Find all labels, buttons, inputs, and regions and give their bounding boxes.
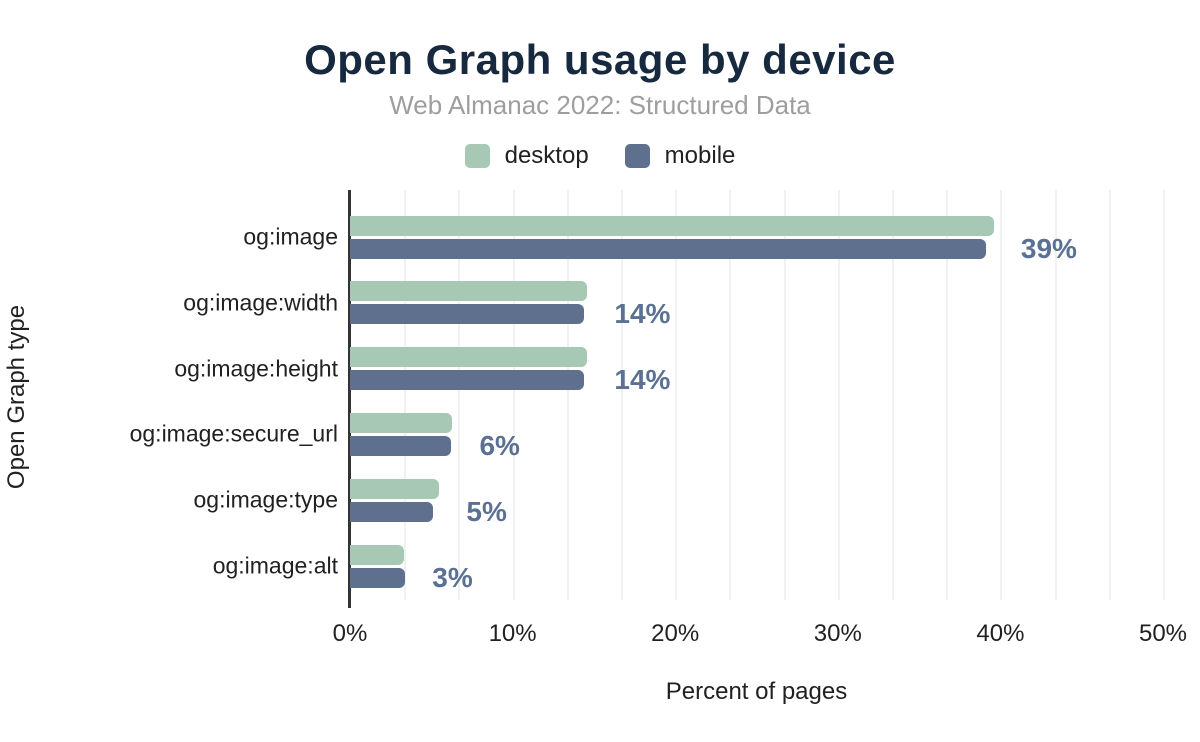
gridline — [1163, 190, 1165, 600]
desktop-bar[interactable] — [350, 544, 404, 565]
x-axis-title: Percent of pages — [665, 678, 848, 705]
x-tick-label: 0% — [332, 620, 368, 647]
mobile-bar[interactable] — [350, 304, 585, 325]
y-axis-title: Open Graph type — [3, 304, 30, 490]
x-tick-label: 50% — [1138, 620, 1188, 647]
x-tick-label: 20% — [651, 620, 700, 647]
value-label: 6% — [479, 429, 520, 461]
category-label: og:image:height — [174, 355, 338, 382]
gridline — [566, 190, 569, 600]
desktop-bar[interactable] — [350, 215, 994, 236]
gridline — [837, 190, 840, 600]
gridline — [404, 190, 407, 600]
value-label: 5% — [466, 495, 507, 527]
desktop-bar[interactable] — [350, 347, 588, 368]
gridline — [675, 190, 678, 600]
legend-label-desktop: desktop — [504, 142, 589, 169]
x-tick-label: 10% — [488, 620, 537, 647]
gridline — [458, 190, 461, 600]
category-label: og:image:alt — [212, 552, 338, 579]
chart-title: Open Graph usage by device — [304, 36, 896, 83]
value-label: 14% — [614, 298, 671, 330]
category-label: og:image:secure_url — [129, 420, 338, 447]
category-label: og:image:width — [183, 289, 338, 316]
mobile-swatch-icon — [624, 144, 650, 168]
legend-item-desktop[interactable]: desktop — [464, 142, 589, 170]
mobile-bar[interactable] — [350, 501, 433, 522]
category-label: og:image:type — [193, 486, 338, 513]
gridline — [1000, 190, 1003, 600]
desktop-swatch-icon — [464, 144, 490, 168]
x-tick-label: 30% — [813, 620, 862, 647]
mobile-bar[interactable] — [350, 435, 451, 456]
gridline — [621, 190, 623, 600]
gridline — [512, 190, 515, 600]
desktop-bar[interactable] — [350, 412, 453, 433]
x-tick-label: 40% — [976, 620, 1025, 647]
gridline — [1054, 190, 1057, 600]
legend: desktop mobile — [0, 142, 1200, 170]
desktop-bar[interactable] — [350, 281, 588, 302]
mobile-bar[interactable] — [350, 567, 406, 588]
plot-area: og:image 39% og:image:width 14% og:image:hei… — [130, 190, 1187, 647]
gridline — [892, 190, 894, 600]
gridline — [783, 190, 786, 600]
mobile-bar[interactable] — [350, 370, 585, 391]
value-label: 3% — [432, 561, 473, 593]
legend-label-mobile: mobile — [664, 142, 736, 169]
value-label: 14% — [614, 364, 671, 396]
category-label: og:image — [243, 223, 338, 250]
legend-item-mobile[interactable]: mobile — [624, 142, 736, 170]
gridline — [946, 190, 949, 600]
y-axis-line — [348, 190, 351, 608]
value-label: 39% — [1020, 232, 1077, 264]
gridline — [729, 190, 732, 600]
chart-subtitle: Web Almanac 2022: Structured Data — [389, 90, 811, 120]
mobile-bar[interactable] — [350, 238, 986, 259]
desktop-bar[interactable] — [350, 478, 440, 499]
gridline — [1108, 190, 1111, 600]
